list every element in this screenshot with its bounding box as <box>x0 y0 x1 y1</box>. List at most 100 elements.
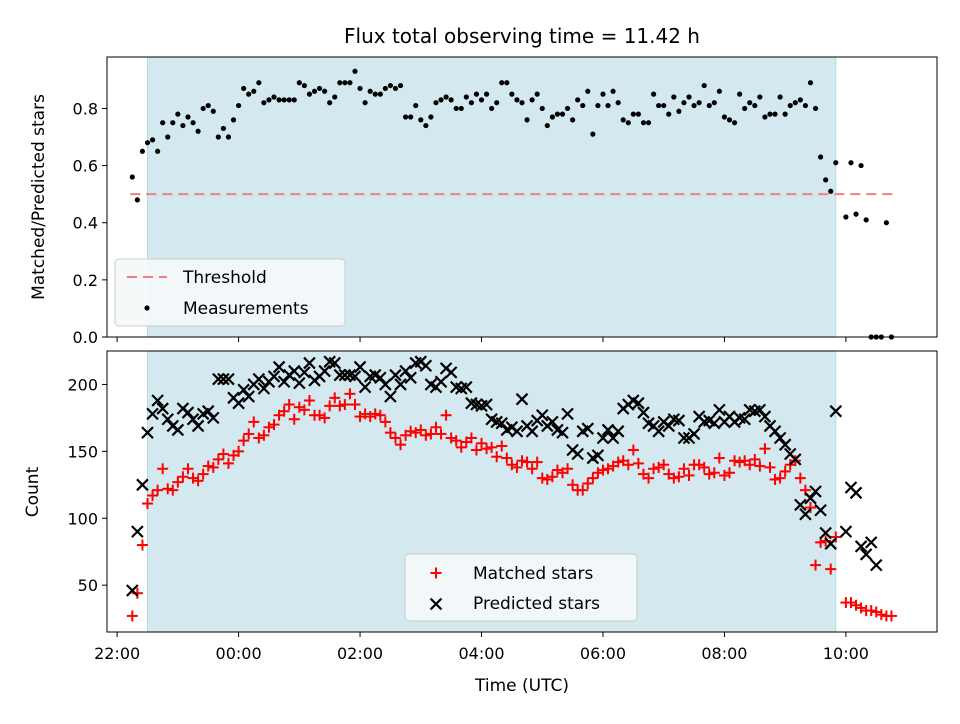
predicted-star-point <box>217 372 230 386</box>
legend-matched-icon <box>430 567 442 579</box>
measurement-point <box>823 177 829 183</box>
measurement-point <box>742 105 748 112</box>
matched-star-points <box>126 388 897 622</box>
measurement-point <box>160 120 166 126</box>
measurement-point <box>802 102 809 109</box>
measurement-point <box>757 94 763 100</box>
x-tick-label: 06:00 <box>580 644 626 663</box>
matched-star-point <box>546 471 558 483</box>
predicted-star-point <box>201 404 215 418</box>
predicted-star-point <box>298 366 311 379</box>
measurement-point <box>711 100 717 106</box>
matched-star-point <box>567 479 579 491</box>
measurement-point <box>610 88 616 94</box>
predicted-star-point <box>151 394 164 407</box>
measurement-point <box>428 114 434 120</box>
predicted-star-point <box>794 498 807 512</box>
matched-star-point <box>238 435 250 447</box>
measurement-point <box>402 114 409 120</box>
measurement-point <box>580 102 586 109</box>
measurement-point <box>175 111 181 117</box>
measurement-point <box>453 105 459 112</box>
matched-star-point <box>147 490 159 502</box>
y-tick-label: 0.0 <box>73 328 98 347</box>
predicted-star-point <box>601 423 615 437</box>
measurement-point <box>524 117 530 123</box>
predicted-star-point <box>460 380 473 394</box>
matched-star-point <box>217 448 229 460</box>
matched-star-point <box>374 409 386 421</box>
matched-star-point <box>496 440 508 452</box>
matched-star-point <box>779 465 791 477</box>
predicted-star-point <box>789 453 802 466</box>
x-axis-label: Time (UTC) <box>474 676 569 696</box>
matched-star-point <box>303 395 315 407</box>
matched-star-point <box>810 559 822 571</box>
matched-star-point <box>804 502 816 514</box>
predicted-star-point <box>637 406 650 419</box>
predicted-star-point <box>384 390 397 403</box>
predicted-star-point <box>419 359 433 372</box>
matched-star-point <box>339 399 351 411</box>
predicted-star-point <box>778 438 792 451</box>
matched-star-point <box>334 400 346 412</box>
measurement-point <box>301 82 307 89</box>
matched-star-point <box>486 441 498 453</box>
predicted-star-point <box>864 536 878 549</box>
matched-star-point <box>192 475 204 487</box>
predicted-star-point <box>849 486 863 500</box>
matched-star-point <box>243 428 255 440</box>
matched-star-point <box>278 405 290 417</box>
matched-star-point <box>648 463 660 475</box>
matched-star-point <box>430 421 442 433</box>
matched-star-point <box>536 472 548 484</box>
measurement-point <box>544 122 550 129</box>
measurement-point <box>782 111 788 117</box>
matched-star-point <box>678 463 690 475</box>
measurement-point <box>190 120 196 126</box>
measurement-point <box>266 97 272 103</box>
matched-star-point <box>476 437 488 449</box>
measurement-point <box>686 94 692 100</box>
bottom-axes-frame <box>106 350 938 633</box>
matched-star-point <box>794 472 806 484</box>
measurement-point <box>377 91 383 97</box>
measurement-point <box>397 82 404 89</box>
measurement-point <box>843 214 849 220</box>
measurement-point <box>575 97 581 103</box>
predicted-star-point <box>814 503 827 517</box>
predicted-star-point <box>328 356 342 370</box>
matched-star-point <box>764 461 776 473</box>
predicted-star-point <box>859 548 873 561</box>
matched-star-point <box>152 484 164 496</box>
predicted-star-point <box>708 416 721 430</box>
predicted-star-point <box>819 526 832 540</box>
matched-star-point <box>324 400 336 412</box>
predicted-star-point <box>207 411 220 425</box>
y-tick-label: 200 <box>67 375 98 394</box>
matched-star-point <box>501 452 513 464</box>
x-tick-label: 10:00 <box>823 644 869 663</box>
measurement-point <box>661 102 667 109</box>
measurement-point <box>494 100 500 106</box>
measurement-point <box>180 122 186 129</box>
measurement-point <box>367 88 373 94</box>
measurement-point <box>777 94 783 100</box>
measurement-point <box>817 154 824 160</box>
predicted-star-point <box>333 368 347 382</box>
measurement-point <box>640 120 647 126</box>
predicted-star-point <box>591 449 605 462</box>
measurement-points <box>129 68 895 340</box>
matched-star-point <box>673 471 685 483</box>
measurement-point <box>210 108 216 114</box>
predicted-star-point <box>272 360 286 374</box>
matched-star-point <box>379 416 391 428</box>
predicted-star-point <box>141 426 154 439</box>
matched-star-point <box>850 599 862 611</box>
top-legend: Threshold Measurements <box>114 258 346 327</box>
predicted-star-point <box>379 378 392 391</box>
measurement-point <box>438 97 444 103</box>
matched-star-point <box>683 469 695 481</box>
bottom-panel: 50 100 150 200 22:00 00:00 02:00 04:00 06:00 08:… <box>23 350 938 696</box>
top-x-ticks <box>116 337 847 342</box>
